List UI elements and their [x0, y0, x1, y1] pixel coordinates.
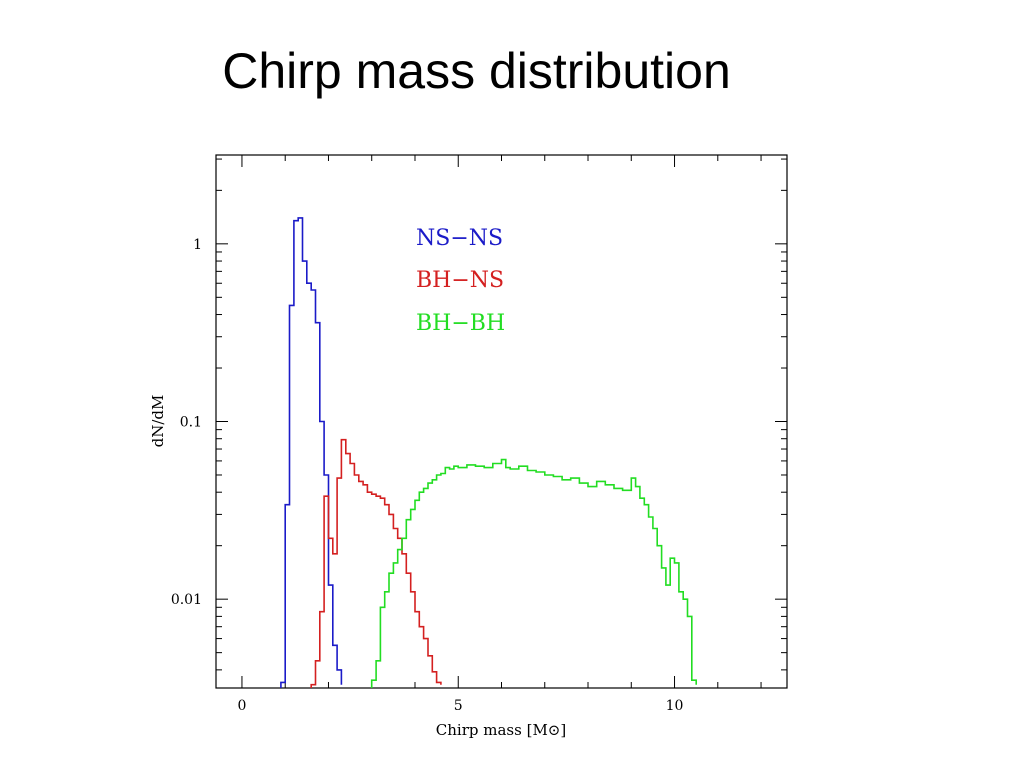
series-bhns-curve — [310, 438, 442, 688]
axis-ticks: 0 5 10 0.01 0.1 1 — [171, 155, 787, 714]
legend: NS−NS BH−NS BH−BH — [416, 226, 505, 336]
slide-title: Chirp mass distribution — [222, 43, 731, 99]
x-axis-title: Chirp mass [M⊙] — [436, 721, 566, 739]
legend-item-bhns: BH−NS — [416, 268, 504, 293]
series-bhbh-curve — [370, 458, 697, 688]
data-series — [280, 217, 697, 688]
x-tick-label: 5 — [454, 698, 463, 714]
y-tick-label: 1 — [193, 237, 202, 253]
y-tick-label: 0.01 — [171, 592, 202, 608]
x-tick-label: 10 — [666, 698, 684, 714]
legend-item-nsns: NS−NS — [416, 226, 503, 251]
series-nsns-curve — [280, 217, 343, 688]
x-tick-label: 0 — [237, 698, 246, 714]
y-tick-label: 0.1 — [180, 415, 202, 431]
legend-item-bhbh: BH−BH — [416, 311, 505, 336]
y-axis-title: dN/dM — [149, 395, 167, 448]
